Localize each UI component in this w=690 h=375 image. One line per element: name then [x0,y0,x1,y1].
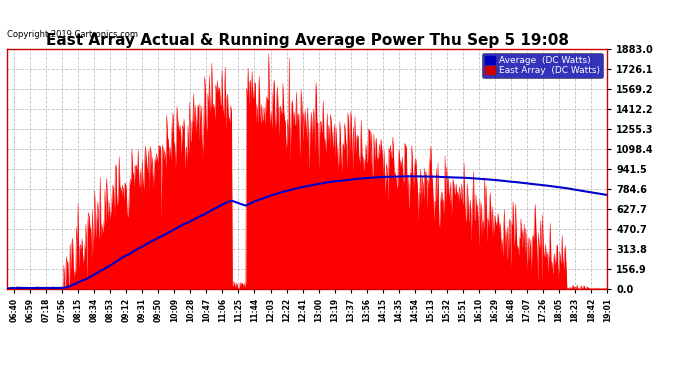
Title: East Array Actual & Running Average Power Thu Sep 5 19:08: East Array Actual & Running Average Powe… [46,33,569,48]
Legend: Average  (DC Watts), East Array  (DC Watts): Average (DC Watts), East Array (DC Watts… [482,53,602,78]
Text: Copyright 2019 Cartronics.com: Copyright 2019 Cartronics.com [7,30,138,39]
